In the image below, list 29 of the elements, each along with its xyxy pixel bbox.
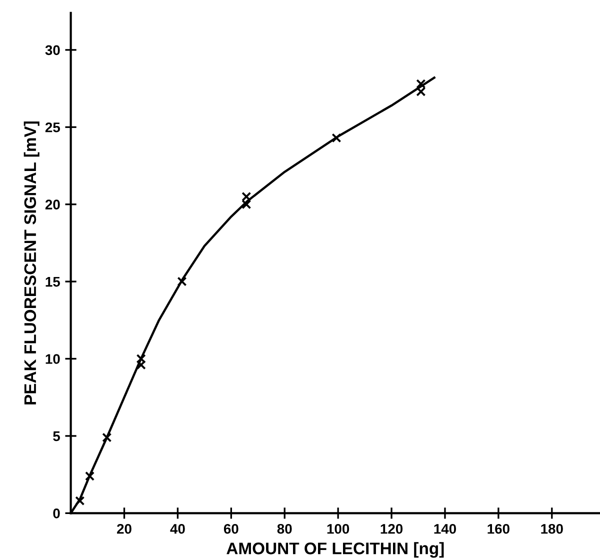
point	[136, 360, 146, 370]
x-tick-label: 60	[224, 524, 238, 534]
x-axis-title: AMOUNT OF LECITHIN [ng]	[226, 542, 444, 558]
point	[75, 496, 85, 506]
x-tick-label: 80	[277, 524, 292, 534]
point	[242, 200, 252, 210]
y-tick-label: 10	[46, 354, 60, 364]
y-tick-label: 0	[53, 508, 60, 518]
x-tick-label: 180	[541, 524, 563, 534]
y-tick-label: 5	[53, 431, 60, 442]
x-tick-label: 40	[170, 524, 185, 534]
x-tick-label: 20	[117, 524, 132, 534]
point	[242, 192, 252, 202]
x-tick-label: 120	[380, 524, 403, 534]
point	[177, 276, 187, 286]
point	[416, 79, 426, 89]
x-tick-label: 140	[434, 524, 456, 534]
y-tick-label: 20	[45, 200, 60, 210]
point	[136, 354, 146, 364]
point	[416, 86, 426, 96]
y-tick-label: 25	[45, 122, 60, 132]
point	[332, 133, 342, 143]
y-tick-label: 15	[46, 277, 60, 287]
y-tick-label: 30	[45, 45, 60, 56]
x-tick-label: 160	[488, 524, 510, 534]
point	[85, 471, 95, 481]
x-tick-label: 100	[327, 524, 350, 534]
y-axis-title: PEAK FLUORESCENT SIGNAL [mV]	[24, 121, 40, 404]
point	[102, 432, 112, 442]
